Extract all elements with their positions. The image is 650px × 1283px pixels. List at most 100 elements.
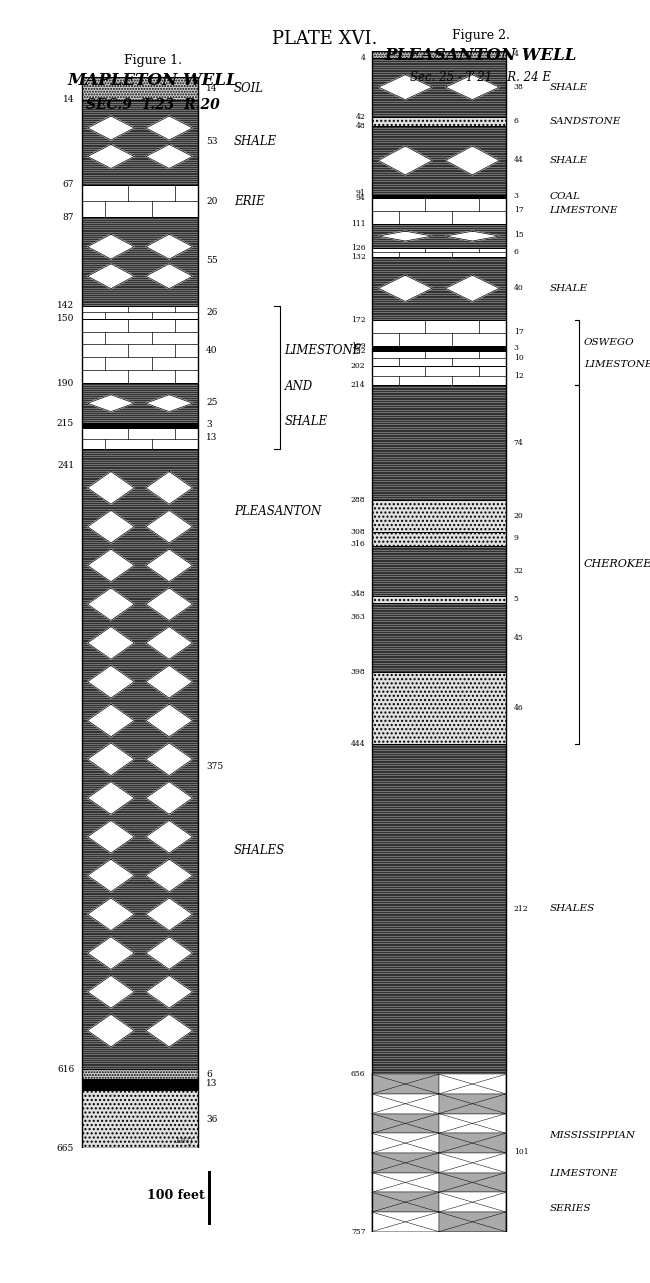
Bar <box>372 595 506 603</box>
Text: 20: 20 <box>206 196 217 205</box>
Text: PLEASANTON: PLEASANTON <box>234 506 321 518</box>
Text: 6: 6 <box>206 1070 212 1079</box>
Polygon shape <box>146 860 192 892</box>
Text: 38: 38 <box>514 83 524 91</box>
Bar <box>82 1091 198 1148</box>
Text: 6: 6 <box>514 249 519 257</box>
Bar <box>439 1153 506 1173</box>
Text: SHALES: SHALES <box>234 844 285 857</box>
Polygon shape <box>88 821 135 853</box>
Text: 3: 3 <box>206 421 212 430</box>
Bar <box>439 1114 506 1133</box>
Text: 132: 132 <box>351 253 365 262</box>
Text: 192: 192 <box>351 346 365 354</box>
Text: 12: 12 <box>514 372 523 380</box>
Bar <box>372 225 506 248</box>
Bar <box>372 1212 439 1232</box>
Bar <box>82 429 198 449</box>
Bar <box>439 1173 506 1192</box>
Bar <box>372 1074 439 1094</box>
Text: 202: 202 <box>351 362 365 371</box>
Polygon shape <box>88 549 135 581</box>
Bar <box>82 384 198 423</box>
Polygon shape <box>146 264 192 289</box>
Polygon shape <box>88 937 135 970</box>
Text: 45: 45 <box>514 634 523 642</box>
Text: 91: 91 <box>356 189 365 198</box>
Text: 757: 757 <box>351 1228 365 1236</box>
Bar <box>372 350 506 366</box>
Bar <box>82 185 198 217</box>
Text: 288: 288 <box>351 497 365 504</box>
Text: SOIL: SOIL <box>234 82 264 95</box>
Polygon shape <box>446 146 499 174</box>
Polygon shape <box>378 146 432 174</box>
Text: LIMESTONE: LIMESTONE <box>285 344 362 358</box>
Text: 348: 348 <box>351 590 365 598</box>
Polygon shape <box>146 626 192 659</box>
Text: 40: 40 <box>206 346 218 355</box>
Bar <box>372 1173 439 1192</box>
Bar <box>372 51 506 58</box>
Bar <box>372 1094 439 1114</box>
Bar <box>82 1069 198 1079</box>
Text: SHALE: SHALE <box>550 284 588 293</box>
Text: HHJ: HHJ <box>176 1137 193 1144</box>
Text: MISSISSIPPIAN: MISSISSIPPIAN <box>550 1130 636 1139</box>
Text: 241: 241 <box>57 461 74 470</box>
Text: 32: 32 <box>514 567 524 575</box>
Bar <box>372 672 506 744</box>
Text: 665: 665 <box>57 1143 74 1153</box>
Bar <box>372 531 506 545</box>
Polygon shape <box>146 666 192 698</box>
Bar <box>372 1114 439 1133</box>
Text: 87: 87 <box>62 213 74 222</box>
Bar <box>372 51 506 1232</box>
Text: SHALE: SHALE <box>550 157 588 166</box>
Text: 44: 44 <box>514 157 523 164</box>
Text: 190: 190 <box>57 378 74 387</box>
Bar <box>82 77 198 100</box>
Text: 142: 142 <box>57 302 74 310</box>
Polygon shape <box>378 276 432 302</box>
Polygon shape <box>88 395 135 412</box>
Bar <box>372 500 506 531</box>
Text: 375: 375 <box>206 762 223 771</box>
Text: 214: 214 <box>351 381 365 389</box>
Polygon shape <box>88 235 135 259</box>
Bar <box>372 1192 439 1212</box>
Bar <box>372 126 506 195</box>
Bar <box>439 1094 506 1114</box>
Text: COAL: COAL <box>550 192 580 201</box>
Polygon shape <box>146 975 192 1008</box>
Text: 6: 6 <box>514 118 519 126</box>
Text: 42: 42 <box>356 113 365 121</box>
Bar <box>372 500 506 531</box>
Bar <box>372 117 506 126</box>
Text: 4: 4 <box>514 50 519 59</box>
Bar <box>82 77 198 1148</box>
Bar <box>82 100 198 185</box>
Bar <box>372 198 506 225</box>
Bar <box>82 1079 198 1091</box>
Bar <box>372 51 506 58</box>
Bar <box>439 1133 506 1153</box>
Bar <box>82 77 198 100</box>
Polygon shape <box>88 511 135 543</box>
Bar <box>372 1153 439 1173</box>
Bar <box>82 1069 198 1079</box>
Text: LIMESTONE: LIMESTONE <box>550 1170 618 1179</box>
Text: 53: 53 <box>206 137 218 146</box>
Polygon shape <box>146 472 192 504</box>
Text: 398: 398 <box>351 668 365 676</box>
Text: ERIE: ERIE <box>234 195 265 208</box>
Text: SEC.9  T.23  R.20: SEC.9 T.23 R.20 <box>86 98 220 112</box>
Text: 94: 94 <box>356 194 365 201</box>
Text: 316: 316 <box>351 540 365 548</box>
Bar <box>372 366 506 385</box>
Polygon shape <box>88 145 135 168</box>
Text: CHEROKEE: CHEROKEE <box>584 559 650 570</box>
Text: 48: 48 <box>356 122 365 130</box>
Polygon shape <box>88 588 135 621</box>
Text: SERIES: SERIES <box>550 1203 591 1212</box>
